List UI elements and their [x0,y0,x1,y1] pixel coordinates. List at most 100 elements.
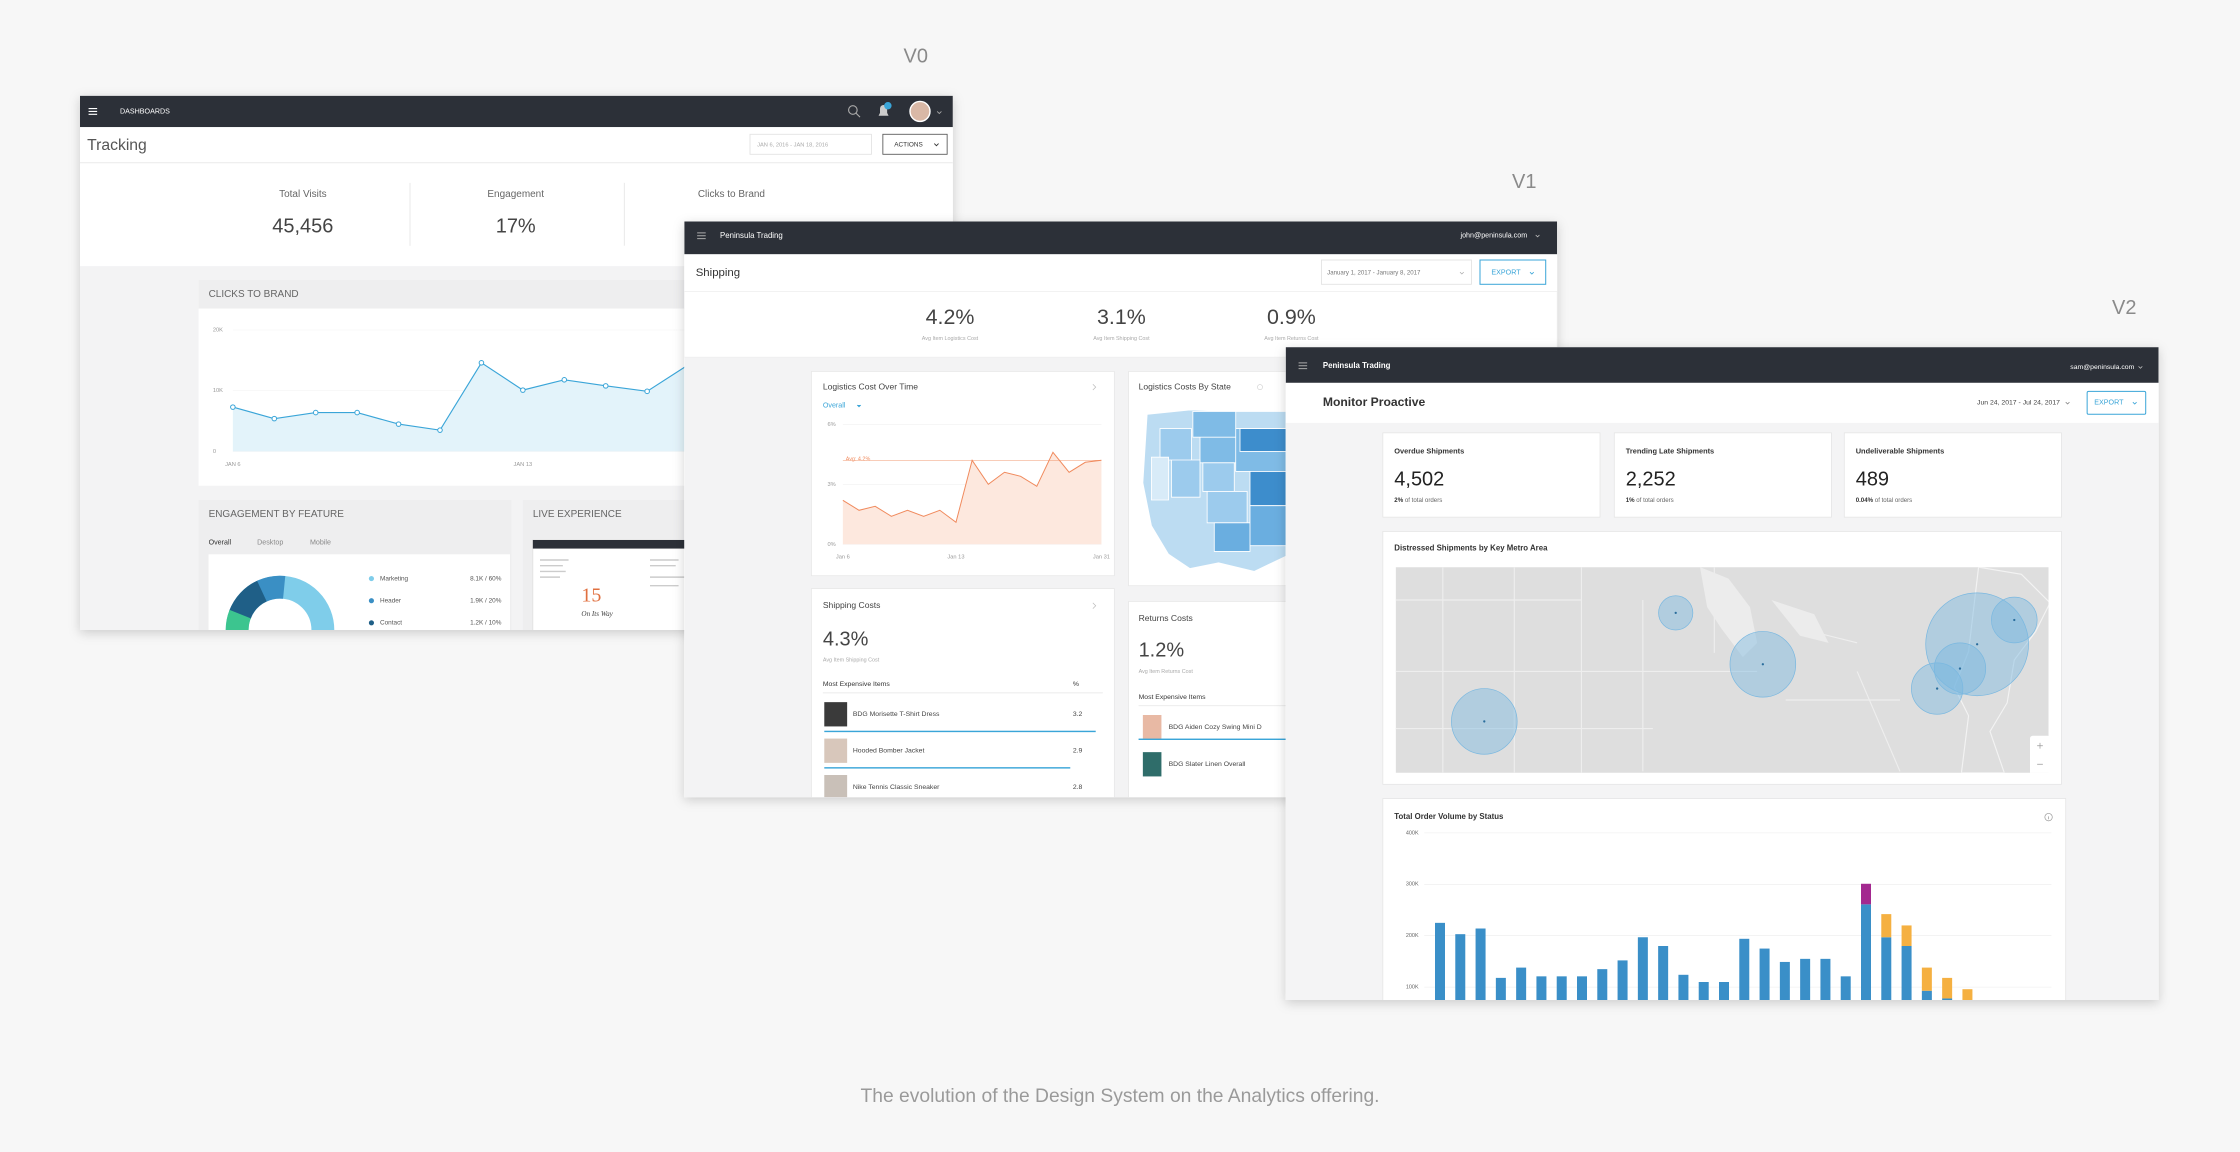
card-title: Logistics Cost Over Time [823,381,918,391]
kpi-label: Engagement [487,189,544,200]
item-name[interactable]: BDG Slater Linen Overall [1169,761,1246,768]
info-icon[interactable] [2044,813,2053,822]
y-tick-label: 6% [827,422,835,428]
caret [2065,401,2070,405]
point [354,409,360,416]
caret [1535,234,1540,238]
legend-value: 1.2K / 10% [470,620,502,627]
date-picker[interactable] [749,133,872,155]
point [644,388,650,395]
tab[interactable]: Mobile [310,539,331,547]
bar-segment [1455,934,1466,1000]
avatar[interactable] [909,100,931,123]
menu-icon[interactable] [88,107,98,115]
y-tick-label: 3% [827,482,835,488]
preview-bar [532,540,705,549]
card [811,588,1115,798]
caption: The evolution of the Design System on th… [860,1086,1379,1107]
card-title: Shipping Costs [823,600,881,610]
kpi-note: 2% of total orders [1394,497,1442,504]
caret [933,143,939,147]
version-label: V2 [2112,297,2136,319]
point [478,359,485,366]
date-range: January 1, 2017 - January 8, 2017 [1327,269,1421,276]
average-label: Avg: 4.2% [846,456,871,462]
v1-panel: Peninsula Trading john@peninsula.com Shi… [684,221,1558,798]
list-title: Most Expensive Items [1139,694,1207,701]
bar-segment [1860,883,1871,905]
export-button[interactable] [2086,390,2147,415]
menu-icon[interactable] [697,232,706,240]
bar-segment [1577,976,1587,1000]
card-title: Distressed Shipments by Key Metro Area [1394,544,1548,553]
preview-number: 15 [581,585,601,607]
kpi-note-text: of total orders [1405,497,1442,504]
list-title: Most Expensive Items [823,681,891,688]
item-thumbnail [824,738,848,763]
kpi-value: 4,502 [1394,468,1444,490]
bar-segment [1921,990,1932,1000]
bar-segment [1536,976,1547,1000]
item-thumbnail [1142,752,1162,777]
date-range[interactable]: Jun 24, 2017 - Jul 24, 2017 [1977,400,2060,407]
info-icon[interactable] [1257,384,1263,391]
chevron[interactable] [1092,384,1097,391]
item-name[interactable]: BDG Morisette T-Shirt Dress [853,711,940,718]
chevron[interactable] [1092,602,1097,609]
v2-panel: Peninsula Trading sam@peninsula.com Moni… [1285,347,2159,1000]
page-title: Monitor Proactive [1323,395,1426,409]
bar-segment [1495,977,1506,1000]
user[interactable]: sam@peninsula.com [2070,364,2134,371]
item-name[interactable]: Nike Tennis Classic Sneaker [853,784,940,791]
notification-icon[interactable] [878,102,892,116]
search-icon[interactable] [848,105,861,118]
y-tick-label: 400K [1406,830,1419,836]
caret [936,111,942,115]
legend-dot [368,598,375,604]
preview-text: On Its Way [581,610,613,618]
clicks-chart: 20K 10K 0 JAN 6 JAN 13 [213,328,692,468]
export-button[interactable] [1479,259,1547,285]
filter-dropdown[interactable]: Overall [823,402,846,410]
nav-title[interactable]: DASHBOARDS [120,107,170,115]
kpi-card [1613,432,1832,518]
card-title: Logistics Costs By State [1139,381,1232,391]
kpi-card [1843,432,2062,518]
kpi-band [684,291,1558,358]
legend-name: Header [380,597,402,604]
bar-segment [1516,967,1527,1000]
item-value: 2.9 [1073,748,1083,755]
y-tick-label: 20K [213,328,223,334]
bar-segment [1840,976,1851,1000]
item-value: 2.8 [1073,784,1083,791]
point [520,387,526,393]
bar-segment [1800,958,1811,1000]
top-bar [684,221,1558,255]
card-value: 1.2% [1139,640,1185,662]
card [1382,798,2067,1000]
kpi-value: 45,456 [272,215,333,237]
bar-segment [1698,982,1709,1000]
kpi-note: 1% of total orders [1626,497,1674,504]
actions-button[interactable] [882,133,948,155]
version-label: V1 [1512,171,1536,193]
y-tick-label: 10K [213,388,223,394]
kpi-note-text: of total orders [1875,497,1912,504]
logistics-chart: 6% 3% 0% Jan 6 Jan 13 Jan 31 Avg: 4.2% [827,422,1110,561]
item-name[interactable]: BDG Aiden Cozy Swing Mini D [1169,724,1262,731]
area [842,452,1102,545]
user[interactable]: john@peninsula.com [1459,232,1527,240]
tab[interactable]: Overall [209,539,232,547]
x-tick-label: Jan 31 [1093,555,1110,561]
selection-line [1138,738,1315,740]
date-picker[interactable] [1320,259,1472,285]
bar-segment [1921,967,1932,991]
card-title: ENGAGEMENT BY FEATURE [209,509,345,520]
item-name[interactable]: Hooded Bomber Jacket [853,748,925,755]
kpi-value: 489 [1856,468,1889,490]
tab[interactable]: Desktop [257,539,283,547]
y-tick-label: 0 [213,449,216,455]
point [312,409,319,416]
menu-icon[interactable] [1298,362,1308,370]
sub-header [1285,382,2159,423]
